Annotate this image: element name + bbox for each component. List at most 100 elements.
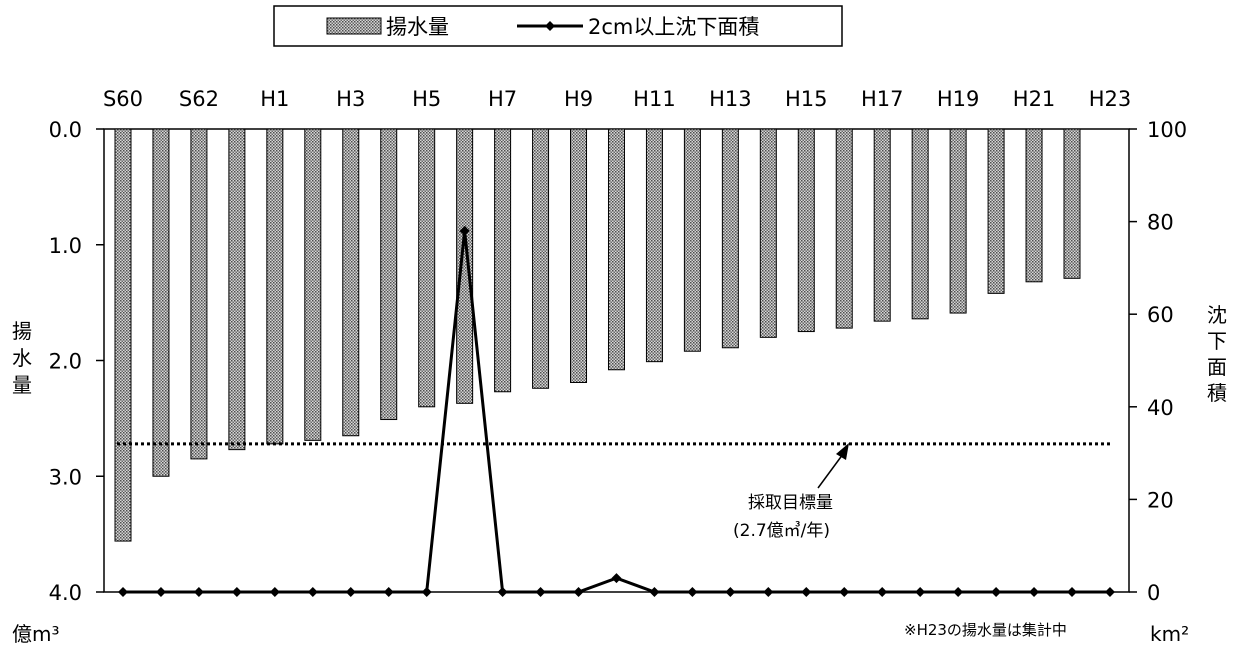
x-tick-H23: H23	[1089, 87, 1132, 111]
left-tick-label: 2.0	[49, 350, 82, 374]
point-H2	[307, 587, 318, 597]
bar-H22	[1063, 128, 1081, 279]
left-axis-unit: 億m³	[12, 622, 60, 646]
right-tick-label: 20	[1147, 488, 1174, 512]
point-H23	[1104, 587, 1115, 597]
point-H20	[991, 587, 1002, 597]
point-H6	[459, 225, 470, 236]
left-axis-title: 揚 水 量	[12, 319, 32, 397]
legend-line-marker	[545, 21, 555, 31]
point-S62	[193, 587, 204, 597]
x-tick-H5: H5	[412, 87, 441, 111]
x-tick-S62: S62	[179, 87, 219, 111]
x-tick-H21: H21	[1013, 87, 1056, 111]
legend-bar-label: 揚水量	[386, 15, 449, 39]
bar-H7	[494, 128, 512, 393]
left-tick-label: 4.0	[49, 581, 82, 605]
right-tick-label: 100	[1147, 118, 1187, 142]
point-H4	[383, 587, 394, 597]
right-axis-title-char-1: 沈	[1207, 303, 1227, 327]
right-axis-title-char-2: 下	[1207, 329, 1227, 353]
target-arrow-head	[836, 443, 849, 460]
x-tick-H19: H19	[937, 87, 980, 111]
bar-H20	[987, 128, 1005, 294]
x-tick-H13: H13	[709, 87, 752, 111]
left-axis-title-char-2: 水	[12, 346, 32, 370]
bar-H19	[949, 128, 967, 314]
right-axis-title-char-4: 積	[1207, 381, 1227, 405]
bar-H10	[607, 128, 625, 371]
right-axis-title-char-3: 面	[1207, 355, 1227, 379]
point-H15	[801, 587, 812, 597]
point-H7	[497, 587, 508, 597]
bar-H6	[456, 128, 474, 404]
x-tick-H17: H17	[861, 87, 904, 111]
x-tick-H3: H3	[336, 87, 365, 111]
bar-H16	[835, 128, 853, 329]
legend: 揚水量 2cm以上沈下面積	[273, 5, 843, 47]
x-tick-H7: H7	[488, 87, 517, 111]
bar-H4	[380, 128, 398, 421]
x-tick-S60: S60	[103, 87, 143, 111]
target-label-line1: 採取目標量	[748, 493, 833, 513]
point-H11	[649, 587, 660, 597]
bars	[114, 128, 1081, 542]
point-H12	[687, 587, 698, 597]
bar-H17	[873, 128, 891, 322]
left-tick-label: 1.0	[49, 234, 82, 258]
bar-S61	[152, 128, 170, 477]
bar-H14	[759, 128, 777, 338]
target-annotation: 採取目標量 (2.7億㎥/年)	[733, 443, 849, 541]
line-series	[118, 225, 1115, 597]
point-H9	[573, 587, 584, 597]
point-H3	[345, 587, 356, 597]
point-H14	[763, 587, 774, 597]
point-H16	[839, 587, 850, 597]
bar-H21	[1025, 128, 1043, 283]
point-S63	[231, 587, 242, 597]
bar-H8	[532, 128, 550, 389]
bar-S60	[114, 128, 132, 542]
point-H19	[953, 587, 964, 597]
point-H1	[269, 587, 280, 597]
left-tick-label: 0.0	[49, 118, 82, 142]
point-H13	[725, 587, 736, 597]
bar-H13	[721, 128, 739, 349]
right-axis-unit: km²	[1150, 622, 1189, 646]
point-H5	[421, 587, 432, 597]
x-tick-labels: S60 S62 H1 H3 H5 H7 H9 H11 H13 H15 H17 H19 H21 H23	[103, 87, 1131, 111]
bar-H15	[797, 128, 815, 333]
x-tick-H1: H1	[260, 87, 289, 111]
bar-H1	[266, 128, 284, 445]
point-S61	[155, 587, 166, 597]
right-tick-label: 40	[1147, 396, 1174, 420]
bar-H12	[683, 128, 701, 352]
bar-H2	[304, 128, 322, 441]
x-tick-H9: H9	[564, 87, 593, 111]
right-tick-label: 60	[1147, 303, 1174, 327]
point-H18	[915, 587, 926, 597]
bar-H3	[342, 128, 360, 437]
right-axis-ticks: 0 20 40 60 80 100	[1129, 118, 1187, 605]
legend-bar-swatch	[326, 17, 382, 35]
bar-H9	[570, 128, 588, 383]
legend-line-label: 2cm以上沈下面積	[588, 15, 759, 39]
right-tick-label: 80	[1147, 211, 1174, 235]
point-H22	[1067, 587, 1077, 597]
point-H17	[877, 587, 888, 597]
left-axis-title-char-3: 量	[12, 373, 32, 397]
point-H21	[1029, 587, 1040, 597]
bar-S63	[228, 128, 246, 451]
footnote: ※H23の揚水量は集計中	[904, 621, 1067, 639]
bar-H5	[418, 128, 436, 408]
point-H8	[535, 587, 546, 597]
left-tick-label: 3.0	[49, 465, 82, 489]
target-label-line2: (2.7億㎥/年)	[733, 521, 830, 541]
bar-H11	[645, 128, 663, 363]
left-axis-title-char-1: 揚	[12, 319, 32, 343]
point-H10	[611, 573, 622, 584]
bar-H18	[911, 128, 929, 320]
left-axis-ticks: 0.0 1.0 2.0 3.0 4.0	[49, 118, 104, 605]
right-tick-label: 0	[1147, 581, 1160, 605]
